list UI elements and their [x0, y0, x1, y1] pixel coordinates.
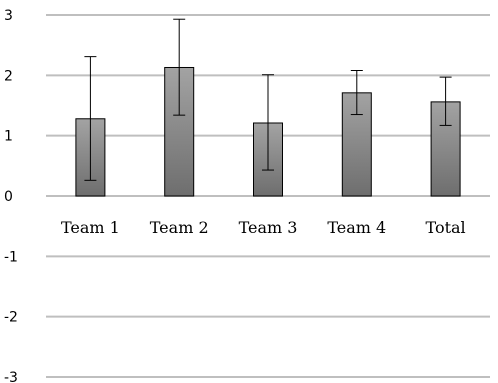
y-tick-label: -2 [4, 310, 18, 326]
category-label: Team 3 [239, 218, 298, 237]
y-tick-label: -1 [4, 249, 18, 265]
y-tick-label: -3 [4, 370, 18, 383]
y-axis-tick-labels: 3 2 1 0 -1 -2 -3 [4, 8, 18, 383]
category-label: Team 4 [327, 218, 386, 237]
y-tick-label: 3 [4, 8, 13, 24]
category-labels: Team 1 Team 2 Team 3 Team 4 Total [61, 218, 466, 237]
y-tick-label: 1 [4, 129, 13, 145]
category-label: Total [426, 218, 466, 237]
category-label: Team 1 [61, 218, 120, 237]
y-tick-label: 2 [4, 68, 13, 84]
category-label: Team 2 [150, 218, 209, 237]
error-bars [84, 18, 452, 181]
y-tick-label: 0 [4, 189, 13, 205]
